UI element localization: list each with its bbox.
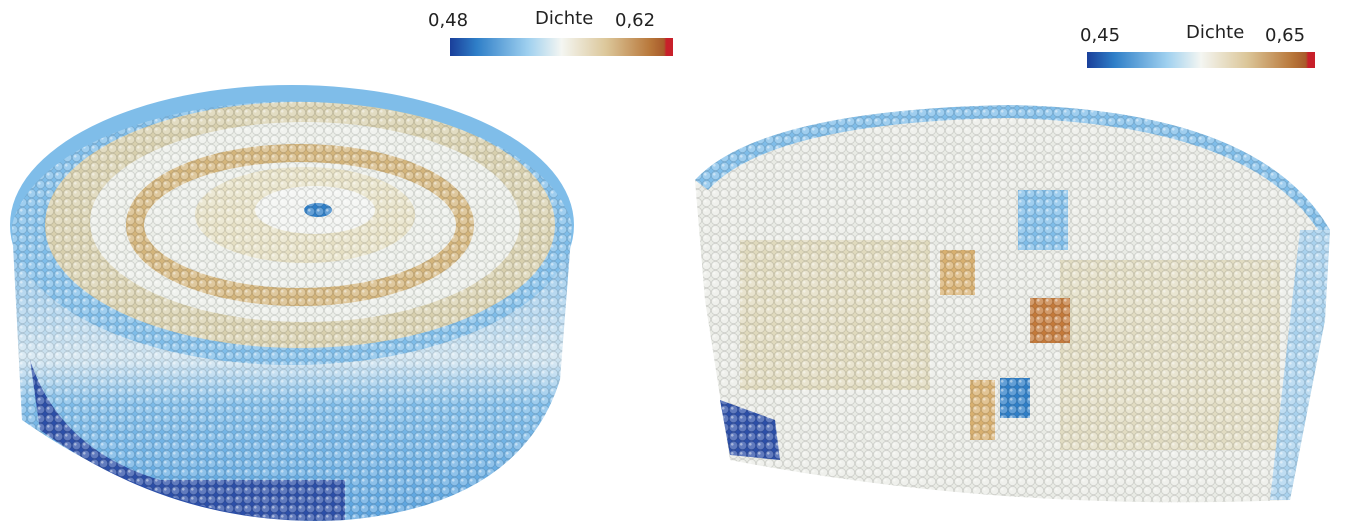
colorbar-title: Dichte <box>1186 22 1244 43</box>
colorbar-min: 0,45 <box>1080 25 1120 46</box>
colorbar-title: Dichte <box>535 8 593 29</box>
colorbar-max: 0,65 <box>1265 25 1305 46</box>
left-colorbar: 0,48 Dichte 0,62 <box>428 8 673 56</box>
colorbar-gradient <box>1087 52 1315 68</box>
colorbar-gradient <box>450 38 673 56</box>
colorbar-min: 0,48 <box>428 10 468 31</box>
particle-texture <box>12 102 572 521</box>
scene: 0,48 Dichte 0,62 0,45 Dichte 0,65 <box>0 0 1346 527</box>
right-colorbar: 0,45 Dichte 0,65 <box>1080 22 1315 68</box>
right-particle-cylinder <box>695 105 1330 502</box>
particle-texture <box>695 105 1330 502</box>
colorbar-max: 0,62 <box>615 10 655 31</box>
left-particle-cylinder <box>10 85 574 521</box>
